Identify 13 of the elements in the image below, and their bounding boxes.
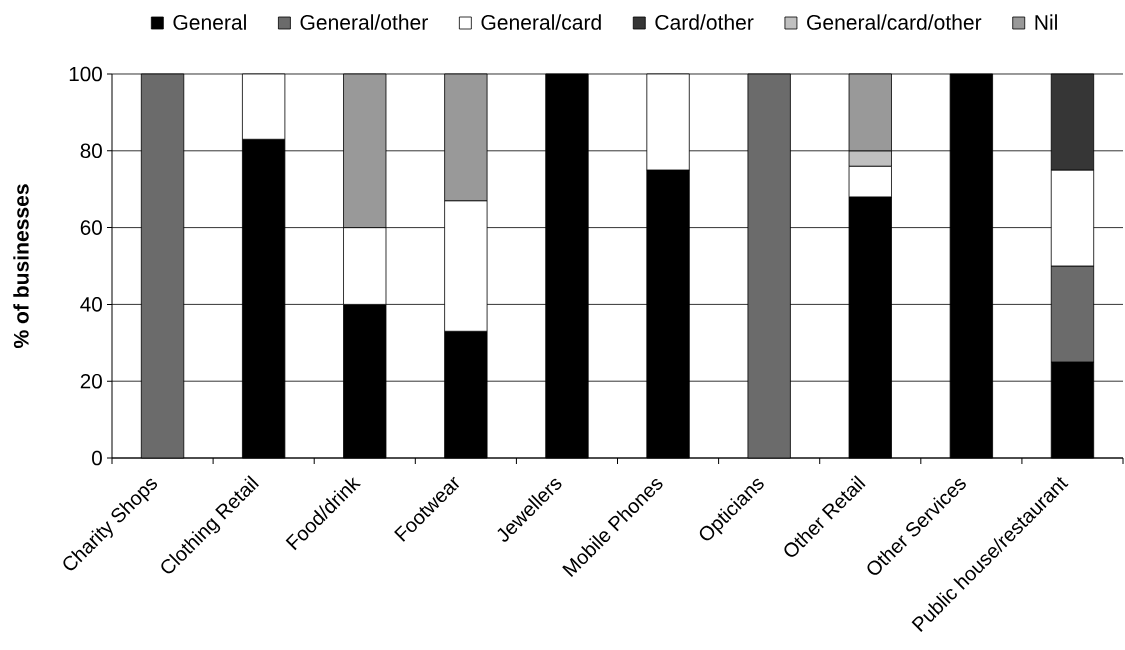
legend-label: General/card [481, 14, 601, 30]
y-tick-label: 0 [92, 450, 102, 466]
legend-label: General [173, 14, 246, 30]
legend-label: General/other [300, 14, 428, 30]
y-axis-title: % of businesses [13, 184, 29, 349]
legend-label: General/card/other [807, 14, 982, 30]
y-tick-label: 60 [80, 220, 102, 235]
legend-label: Nil [1035, 14, 1057, 30]
legend-label: Card/other [655, 14, 754, 30]
y-tick-label: 40 [80, 297, 102, 312]
y-tick-label: 80 [80, 143, 102, 159]
y-tick-label: 100 [69, 66, 102, 82]
y-tick-label: 20 [80, 373, 102, 389]
